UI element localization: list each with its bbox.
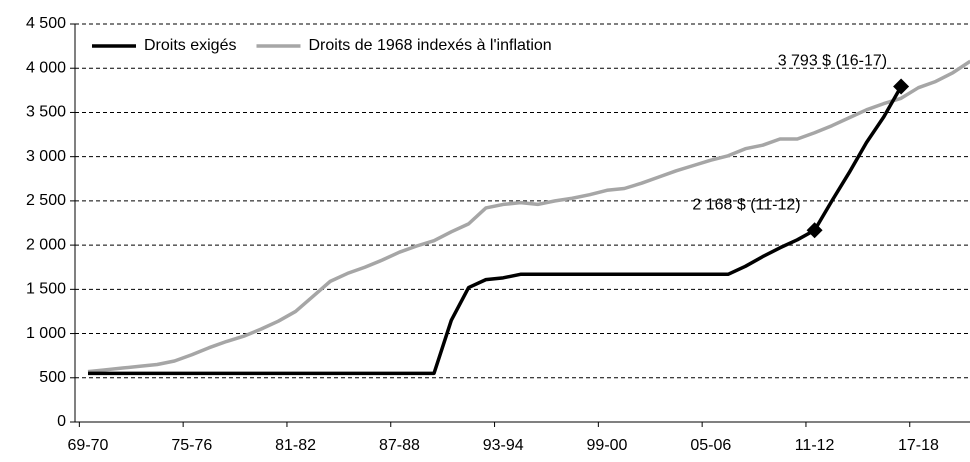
annotation-label: 2 168 $ (11-12) (692, 196, 800, 213)
x-tick-label: 75-76 (171, 437, 212, 454)
x-tick-label: 17-18 (898, 437, 939, 454)
annotation-marker (893, 78, 910, 95)
x-tick-label: 87-88 (379, 437, 420, 454)
y-tick-label: 4 500 (26, 15, 66, 32)
x-tick-label: 93-94 (483, 437, 524, 454)
y-tick-label: 500 (39, 369, 66, 386)
legend-label: Droits exigés (144, 37, 236, 54)
x-tick-label: 69-70 (68, 437, 109, 454)
y-tick-label: 3 000 (26, 148, 66, 165)
series-line (87, 59, 970, 374)
series-line (88, 85, 903, 376)
legend-label: Droits de 1968 indexés à l'inflation (308, 37, 551, 54)
y-tick-label: 1 500 (26, 281, 66, 298)
annotation-label: 3 793 $ (16-17) (778, 53, 887, 70)
y-tick-label: 2 000 (26, 236, 66, 253)
annotation-marker (806, 222, 823, 239)
y-tick-label: 2 500 (26, 192, 66, 209)
y-tick-label: 4 000 (26, 59, 66, 76)
y-tick-label: 0 (57, 413, 66, 430)
x-tick-label: 81-82 (275, 437, 316, 454)
x-tick-label: 99-00 (587, 437, 628, 454)
x-tick-label: 05-06 (690, 437, 731, 454)
x-tick-label: 11-12 (795, 437, 835, 454)
y-tick-label: 3 500 (26, 104, 66, 121)
y-tick-label: 1 000 (26, 325, 66, 342)
